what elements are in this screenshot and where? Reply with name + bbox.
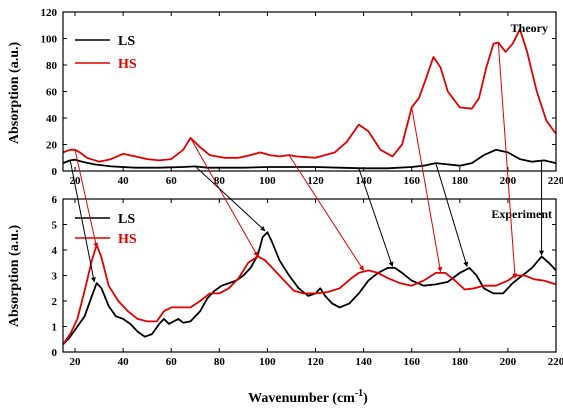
experiment-x-tick-label: 220	[548, 356, 563, 368]
experiment-legend-ls-label: LS	[118, 212, 135, 227]
experiment-y-tick-label: 6	[52, 194, 58, 206]
experiment-y-tick-label: 4	[52, 245, 58, 257]
theory-legend-ls-label: LS	[118, 34, 135, 49]
theory-y-axis-title: Absorption (a.u.)	[7, 42, 22, 145]
theory-panel: 2040608010012014016018020022002040608010…	[7, 7, 563, 187]
experiment-ls-series-line	[62, 231, 557, 346]
theory-ls-series-line	[62, 148, 557, 170]
theory-y-tick-label: 20	[46, 140, 58, 152]
experiment-x-tick-label: 40	[118, 356, 130, 368]
experiment-y-tick-label: 1	[52, 322, 58, 334]
experiment-y-tick-label: 2	[52, 296, 58, 308]
theory-x-tick-label: 100	[259, 175, 276, 187]
theory-x-tick-label: 220	[548, 175, 563, 187]
theory-y-tick-label: 40	[46, 113, 58, 125]
theory-x-tick-label: 160	[403, 175, 420, 187]
x-axis-title-close: )	[363, 391, 368, 406]
experiment-x-tick-label: 180	[452, 356, 469, 368]
peak-arrow	[497, 42, 518, 279]
theory-x-tick-label: 40	[118, 175, 130, 187]
experiment-plot-frame	[62, 198, 557, 353]
theory-y-tick-label: 120	[41, 7, 58, 19]
theory-y-tick-label: 80	[46, 60, 58, 72]
experiment-y-tick-label: 5	[52, 220, 58, 232]
experiment-x-tick-label: 140	[355, 356, 372, 368]
theory-panel-label: Theory	[511, 21, 548, 35]
theory-x-tick-label: 120	[307, 175, 324, 187]
theory-y-tick-label: 60	[46, 87, 58, 99]
theory-plot-frame	[62, 11, 557, 172]
theory-x-tick-label: 180	[452, 175, 469, 187]
experiment-panel: 20 40 60 80 100 120 140 160 180 200 220 0 1 2 3 4 5 6 Abs…	[7, 194, 563, 368]
theory-x-tick-label: 60	[166, 175, 178, 187]
experiment-x-tick-label: 200	[500, 356, 517, 368]
experiment-y-tick-label: 3	[52, 271, 58, 283]
theory-legend: LS HS	[75, 34, 137, 72]
experiment-legend: LS HS	[75, 212, 137, 247]
experiment-x-tick-label: 100	[259, 356, 276, 368]
peak-correspondence-arrows	[69, 42, 545, 283]
theory-hs-series-line	[62, 28, 557, 163]
theory-axes: 2040608010012014016018020022002040608010…	[41, 7, 563, 187]
theory-series-group	[62, 28, 557, 170]
peak-arrow	[194, 165, 266, 232]
experiment-x-tick-label: 20	[70, 356, 82, 368]
theory-x-tick-label: 20	[70, 175, 82, 187]
experiment-x-tick-label: 120	[307, 356, 324, 368]
theory-legend-hs-label: HS	[118, 57, 137, 72]
experiment-legend-hs-label: HS	[118, 232, 137, 247]
peak-arrow	[358, 168, 394, 268]
experiment-y-axis-title: Absorption (a.u.)	[7, 225, 22, 328]
experiment-x-tick-label: 160	[403, 356, 420, 368]
experiment-x-tick-label: 60	[166, 356, 178, 368]
experiment-hs-series-line	[62, 244, 557, 345]
x-axis-title: Wavenumber (cm-1)	[248, 388, 368, 406]
x-axis-title-superscript: -1	[355, 388, 363, 399]
experiment-series-group	[62, 231, 557, 346]
theory-y-tick-label: 0	[52, 166, 58, 178]
experiment-x-tick-label: 80	[214, 356, 226, 368]
theory-x-tick-label: 140	[355, 175, 372, 187]
experiment-axes: 20 40 60 80 100 120 140 160 180 200 220 0 1 2 3 4 5 6	[52, 194, 563, 368]
peak-arrow	[69, 160, 96, 283]
x-axis-title-main: Wavenumber (cm	[248, 391, 355, 406]
theory-x-tick-label: 80	[214, 175, 226, 187]
theory-y-tick-label: 100	[41, 34, 58, 46]
experiment-y-tick-label: 0	[52, 347, 58, 359]
experiment-panel-label: Experiment	[491, 207, 552, 221]
peak-arrow	[74, 149, 99, 248]
peak-arrow	[288, 154, 365, 271]
peak-arrow	[435, 162, 469, 268]
peak-arrow	[190, 137, 259, 257]
peak-arrow	[411, 107, 443, 273]
